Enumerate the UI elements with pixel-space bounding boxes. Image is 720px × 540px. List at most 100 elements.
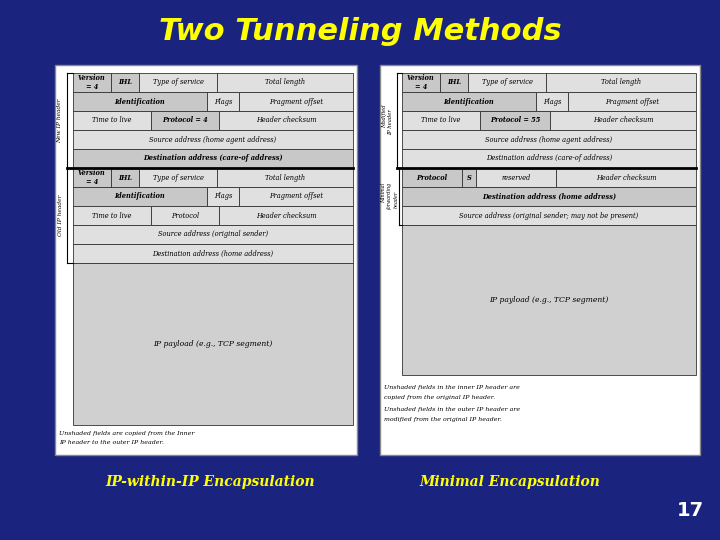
Bar (380, 65, 700, 455)
Text: 17: 17 (676, 501, 703, 519)
Text: Destination address (care-of address): Destination address (care-of address) (486, 154, 612, 163)
Bar (462, 168, 476, 187)
Text: Identification: Identification (114, 98, 166, 105)
Text: Total length: Total length (265, 173, 305, 181)
Text: IP payload (e.g., TCP segment): IP payload (e.g., TCP segment) (490, 296, 608, 304)
Text: S: S (467, 173, 472, 181)
Text: reserved: reserved (501, 173, 531, 181)
Bar (550, 111, 696, 130)
Bar (217, 168, 353, 187)
Bar (440, 73, 468, 92)
Text: Identification: Identification (114, 192, 166, 200)
Text: IHL: IHL (447, 78, 461, 86)
Text: IP-within-IP Encapsulation: IP-within-IP Encapsulation (105, 475, 315, 489)
Text: Minimal Encapsulation: Minimal Encapsulation (420, 475, 600, 489)
Bar (73, 206, 151, 225)
Bar (207, 187, 239, 206)
Bar (239, 92, 353, 111)
Text: Time to live: Time to live (92, 117, 132, 125)
Text: Source address (home agent address): Source address (home agent address) (485, 136, 613, 144)
Bar (219, 206, 353, 225)
Text: Unshaded fields are copied from the Inner: Unshaded fields are copied from the Inne… (59, 430, 194, 435)
Text: Source address (original sender): Source address (original sender) (158, 231, 268, 239)
Text: New IP header: New IP header (58, 98, 63, 143)
Text: Version
= 4: Version = 4 (78, 169, 106, 186)
Bar (556, 168, 696, 187)
Text: Total length: Total length (601, 78, 641, 86)
Bar (73, 263, 353, 425)
Bar (73, 225, 353, 244)
Text: Fragment offset: Fragment offset (269, 98, 323, 105)
Bar (73, 187, 207, 206)
Text: Destination address (home address): Destination address (home address) (482, 192, 616, 200)
Text: Modified: Modified (382, 105, 387, 129)
Bar (476, 168, 556, 187)
Bar (207, 92, 239, 111)
Text: Header checksum: Header checksum (256, 117, 316, 125)
Text: Fragment offset: Fragment offset (269, 192, 323, 200)
Text: Version
= 4: Version = 4 (78, 74, 106, 91)
Text: IP payload (e.g., TCP segment): IP payload (e.g., TCP segment) (153, 340, 273, 348)
Text: Minimal: Minimal (382, 183, 387, 202)
Text: Type of service: Type of service (482, 78, 532, 86)
Bar (402, 206, 696, 225)
Bar (73, 73, 111, 92)
Text: Header checksum: Header checksum (593, 117, 653, 125)
Text: Flags: Flags (214, 98, 232, 105)
Text: Flags: Flags (214, 192, 232, 200)
Text: Header checksum: Header checksum (256, 212, 316, 219)
Bar (402, 225, 696, 375)
Bar (55, 65, 357, 455)
Bar (402, 130, 696, 149)
Bar (568, 92, 696, 111)
Bar (73, 92, 207, 111)
Text: Unshaded fields in the outer IP header are: Unshaded fields in the outer IP header a… (384, 407, 520, 411)
Text: forwarding: forwarding (387, 183, 392, 210)
Bar (402, 187, 696, 206)
Text: modified from the original IP header.: modified from the original IP header. (384, 417, 502, 422)
Text: IP header: IP header (389, 110, 394, 136)
Text: Flags: Flags (543, 98, 561, 105)
Text: Type of service: Type of service (153, 78, 204, 86)
Text: Source address (home agent address): Source address (home agent address) (150, 136, 276, 144)
Bar (73, 111, 151, 130)
Text: Total length: Total length (265, 78, 305, 86)
Bar (546, 73, 696, 92)
Text: Destination address (care-of address): Destination address (care-of address) (143, 154, 283, 163)
Text: Type of service: Type of service (153, 173, 204, 181)
Bar (402, 73, 440, 92)
Bar (239, 187, 353, 206)
Text: Identification: Identification (444, 98, 495, 105)
Text: header: header (394, 191, 398, 208)
Text: IP header to the outer IP header.: IP header to the outer IP header. (59, 441, 164, 446)
Bar (73, 244, 353, 263)
Bar (151, 206, 219, 225)
Text: Protocol = 55: Protocol = 55 (490, 117, 540, 125)
Text: Time to live: Time to live (92, 212, 132, 219)
Bar (402, 111, 480, 130)
Bar (73, 149, 353, 168)
Text: Protocol = 4: Protocol = 4 (162, 117, 208, 125)
Bar (468, 73, 546, 92)
Bar (480, 111, 550, 130)
Text: Unshaded fields in the inner IP header are: Unshaded fields in the inner IP header a… (384, 384, 520, 389)
Text: Time to live: Time to live (421, 117, 461, 125)
Bar (217, 73, 353, 92)
Bar (402, 149, 696, 168)
Text: Source address (original sender; may not be present): Source address (original sender; may not… (459, 212, 639, 219)
Text: IHL: IHL (118, 78, 132, 86)
Text: Fragment offset: Fragment offset (605, 98, 659, 105)
Text: Protocol: Protocol (416, 173, 448, 181)
Bar (139, 168, 217, 187)
Text: copied from the original IP header.: copied from the original IP header. (384, 395, 495, 401)
Bar (402, 168, 462, 187)
Text: Destination address (home address): Destination address (home address) (153, 249, 274, 258)
Text: Two Tunneling Methods: Two Tunneling Methods (158, 17, 562, 46)
Bar (151, 111, 219, 130)
Text: Version
= 4: Version = 4 (407, 74, 435, 91)
Text: Header checksum: Header checksum (595, 173, 656, 181)
Bar (536, 92, 568, 111)
Bar (111, 73, 139, 92)
Text: Old IP header: Old IP header (58, 195, 63, 236)
Bar (219, 111, 353, 130)
